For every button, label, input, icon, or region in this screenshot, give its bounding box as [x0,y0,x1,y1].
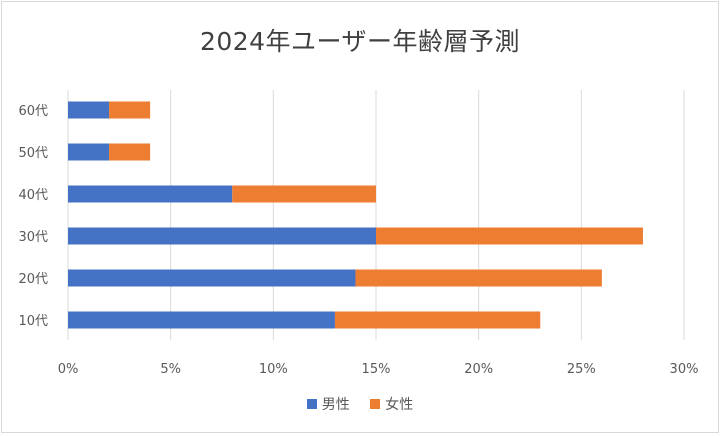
legend: 男性 女性 [0,394,720,414]
bar-segment-male [68,311,335,329]
bar-segment-female [376,227,643,245]
legend-label-male: 男性 [321,397,350,413]
y-tick-label: 10代 [18,314,48,329]
x-tick-label: 25% [567,362,596,377]
x-tick-label: 15% [362,362,391,377]
legend-item-female: 女性 [370,394,413,414]
legend-label-female: 女性 [385,397,414,413]
bar-segment-male [68,227,376,245]
y-tick-label: 50代 [18,146,48,161]
y-tick-label: 30代 [18,230,48,245]
chart-title: 2024年ユーザー年齢層予測 [199,27,521,56]
y-tick-label: 20代 [18,272,48,287]
x-tick-label: 10% [259,362,288,377]
y-tick-label: 40代 [18,188,48,203]
bar-segment-female [109,101,151,119]
bar-segment-male [68,269,356,287]
x-tick-label: 20% [464,362,493,377]
x-tick-label: 5% [160,362,181,377]
y-tick-label: 60代 [18,104,48,119]
legend-swatch-female [370,399,381,409]
x-tick-label: 0% [58,362,79,377]
bar-segment-male [68,101,110,119]
x-tick-label: 30% [670,362,699,377]
bar-segment-female [355,269,602,287]
legend-item-male: 男性 [306,394,350,414]
bar-segment-female [232,185,376,203]
bar-segment-female [334,311,541,329]
bar-segment-female [109,143,151,161]
legend-swatch-male [306,399,317,409]
bar-segment-male [68,185,233,203]
bar-segment-male [68,143,110,161]
